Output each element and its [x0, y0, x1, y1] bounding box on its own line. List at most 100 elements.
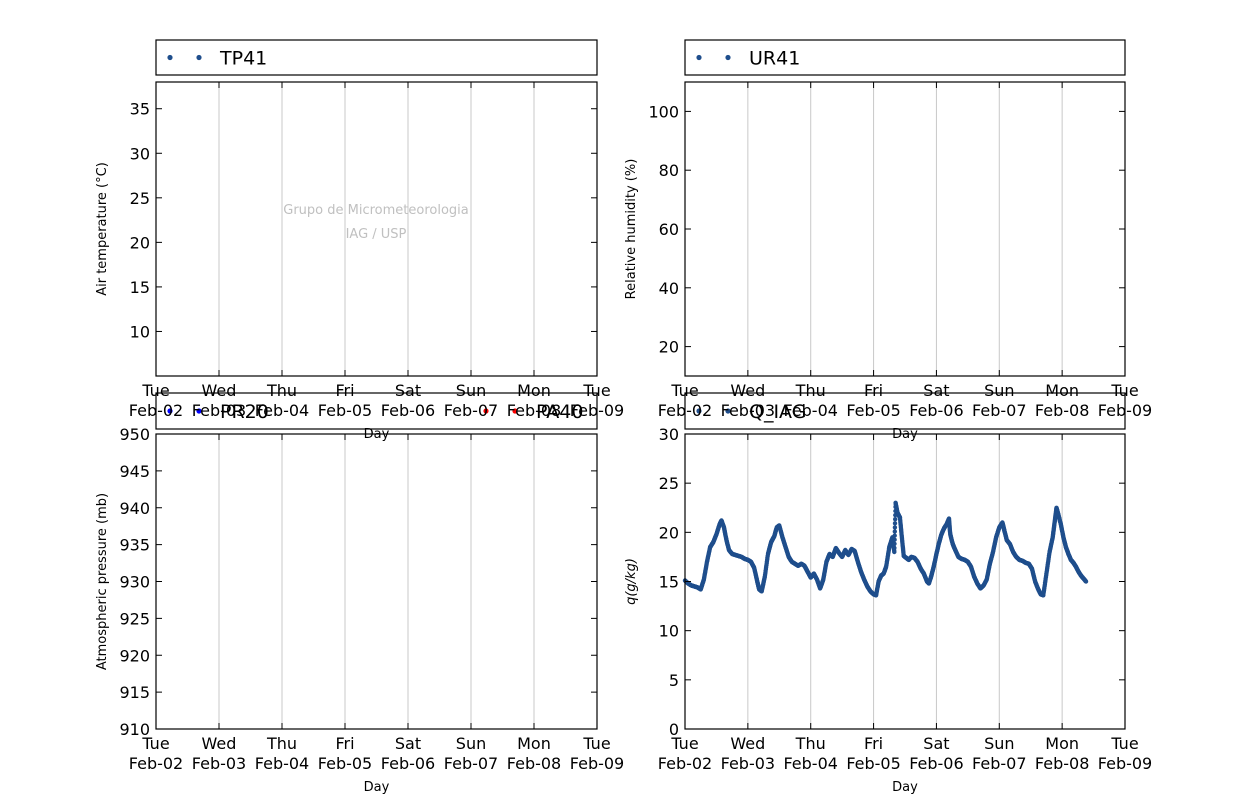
legend-marker: [725, 54, 731, 61]
y-tick-label: 935: [119, 536, 150, 555]
legend-marker: [196, 54, 202, 61]
plot-area: [156, 82, 597, 376]
x-tick-label-date: Feb-08: [1035, 401, 1089, 420]
legend-label: PR20: [220, 401, 269, 423]
x-tick-label-date: Feb-02: [129, 401, 183, 420]
legend-box: [684, 392, 1126, 430]
legend: PR20 PA40: [155, 392, 598, 430]
x-tick-label-date: Feb-06: [909, 401, 963, 420]
watermark-line-2: IAG / USP: [346, 227, 407, 242]
x-tick-label-day: Wed: [202, 381, 237, 400]
x-tick-label-day: Sat: [923, 381, 949, 400]
legend-box: [155, 39, 598, 76]
x-tick-label-day: Tue: [670, 381, 698, 400]
x-axis-label: Day: [364, 780, 390, 795]
legend: Q_IAG: [684, 392, 1126, 430]
x-axis-label: Day: [892, 780, 918, 795]
y-tick-label: 925: [119, 609, 150, 628]
x-tick-label-date: Feb-09: [570, 754, 624, 773]
y-axis-label: Relative humidity (%): [624, 159, 639, 300]
y-tick-label: 35: [130, 100, 150, 119]
x-tick-label-day: Thu: [266, 381, 297, 400]
y-tick-label: 0: [669, 720, 679, 739]
x-tick-label-date: Feb-08: [507, 401, 561, 420]
y-tick-label: 950: [119, 425, 150, 444]
y-tick-label: 910: [119, 720, 150, 739]
y-tick-label: 30: [130, 144, 150, 163]
x-tick-label-day: Wed: [730, 381, 765, 400]
data-point: [892, 525, 898, 530]
data-point: [892, 537, 897, 542]
legend-label: Q_IAG: [749, 401, 806, 423]
plot-area: [156, 434, 597, 729]
x-tick-label-day: Tue: [582, 734, 610, 753]
x-tick-label-day: Thu: [266, 734, 297, 753]
x-tick-label-date: Feb-08: [507, 754, 561, 773]
x-tick-label-date: Feb-05: [846, 401, 900, 420]
x-tick-label-date: Feb-06: [909, 754, 963, 773]
y-tick-label: 25: [659, 474, 679, 493]
legend-marker: [167, 54, 173, 61]
legend-label: TP41: [219, 48, 267, 70]
x-tick-label-date: Feb-04: [783, 401, 837, 420]
y-tick-label: 915: [119, 683, 150, 702]
y-tick-label: 920: [119, 646, 150, 665]
x-tick-label-day: Mon: [1045, 381, 1079, 400]
x-tick-label-date: Feb-05: [846, 754, 900, 773]
y-tick-label: 930: [119, 573, 150, 592]
x-tick-label-day: Tue: [1110, 734, 1138, 753]
x-tick-label-day: Mon: [1045, 734, 1079, 753]
data-point: [893, 517, 898, 522]
y-tick-label: 10: [130, 322, 150, 341]
x-tick-label-day: Fri: [864, 381, 883, 400]
data-point: [892, 549, 897, 555]
legend-marker: [696, 408, 702, 414]
x-tick-label-date: Feb-07: [444, 401, 498, 420]
y-tick-label: 20: [130, 233, 150, 252]
x-tick-label-day: Sun: [984, 381, 1014, 400]
data-point: [892, 533, 897, 538]
data-point: [892, 529, 897, 534]
x-tick-label-day: Mon: [517, 381, 551, 400]
y-tick-label: 940: [119, 499, 150, 518]
y-tick-label: 945: [119, 462, 150, 481]
x-tick-label-date: Feb-03: [192, 754, 246, 773]
data-point: [892, 521, 898, 526]
x-tick-label-date: Feb-06: [381, 401, 435, 420]
chart-panel-bottom-left: 910915920925930935940945950TueFeb-02WedF…: [95, 392, 624, 795]
x-tick-label-day: Fri: [335, 381, 354, 400]
legend-label: PA40: [536, 401, 583, 423]
x-tick-label-day: Sun: [984, 734, 1014, 753]
legend-box: [684, 39, 1126, 76]
x-tick-label-day: Wed: [202, 734, 237, 753]
x-tick-label-day: Tue: [582, 381, 610, 400]
x-tick-label-date: Feb-02: [658, 401, 712, 420]
y-tick-label: 40: [659, 279, 679, 298]
x-tick-label-date: Feb-09: [570, 401, 624, 420]
x-tick-label-date: Feb-04: [255, 754, 309, 773]
legend-marker: [196, 408, 202, 414]
series-Q_IAG: [682, 500, 1089, 598]
x-tick-label-day: Sat: [395, 381, 421, 400]
legend-box: [155, 392, 598, 430]
x-tick-label-date: Feb-02: [129, 754, 183, 773]
x-tick-label-date: Feb-03: [721, 401, 775, 420]
x-tick-label-date: Feb-07: [972, 754, 1026, 773]
legend: TP41: [155, 39, 598, 76]
legend-marker: [167, 408, 173, 414]
x-tick-label-day: Tue: [1110, 381, 1138, 400]
x-tick-label-day: Wed: [730, 734, 765, 753]
x-tick-label-day: Thu: [795, 381, 826, 400]
x-tick-label-day: Sun: [456, 381, 486, 400]
y-axis-label: Air temperature (°C): [95, 162, 110, 296]
x-axis-label: Day: [892, 427, 918, 442]
x-axis-label: Day: [364, 427, 390, 442]
x-tick-label-date: Feb-04: [783, 754, 837, 773]
x-tick-label-day: Thu: [795, 734, 826, 753]
legend-marker: [483, 408, 489, 414]
y-tick-label: 60: [659, 220, 679, 239]
data-point: [892, 545, 897, 551]
axes-frame: [155, 81, 598, 377]
y-tick-label: 5: [669, 671, 679, 690]
